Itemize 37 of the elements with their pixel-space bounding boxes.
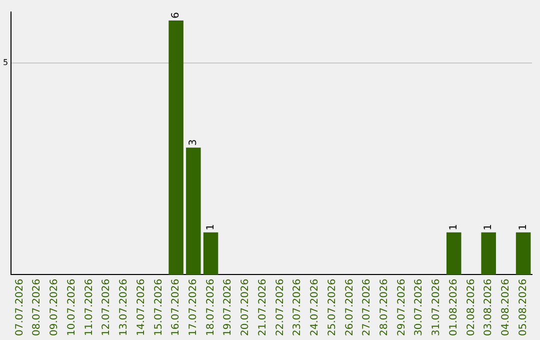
x-tick-label: 16.07.2026 xyxy=(170,278,182,336)
x-tick-label: 22.07.2026 xyxy=(274,278,286,336)
x-tick-label: 31.07.2026 xyxy=(431,278,442,336)
x-tick-label: 02.08.2026 xyxy=(466,278,477,336)
x-tick-label: 07.07.2026 xyxy=(14,278,26,336)
x-tick-label: 27.07.2026 xyxy=(362,278,373,336)
x-tick-label: 09.07.2026 xyxy=(49,278,60,336)
x-tick-label: 30.07.2026 xyxy=(414,278,425,336)
data-label: 1 xyxy=(483,224,494,230)
x-tick-label: 15.07.2026 xyxy=(153,278,164,336)
x-tick-label: 28.07.2026 xyxy=(379,278,390,336)
data-label: 1 xyxy=(448,224,460,230)
x-tick-label: 13.07.2026 xyxy=(118,278,130,336)
x-tick-label: 10.07.2026 xyxy=(66,278,78,336)
x-tick-label: 23.07.2026 xyxy=(292,278,304,336)
x-tick-label: 14.07.2026 xyxy=(136,278,147,336)
x-tick-label: 08.07.2026 xyxy=(32,278,43,336)
data-label: 3 xyxy=(188,139,199,146)
x-tick-label: 04.08.2026 xyxy=(500,278,512,336)
x-tick-label: 12.07.2026 xyxy=(101,278,112,336)
data-label: 1 xyxy=(518,224,529,230)
x-tick-label: 25.07.2026 xyxy=(326,278,338,336)
x-tick-label: 19.07.2026 xyxy=(222,278,234,336)
x-tick-label: 11.07.2026 xyxy=(84,278,95,336)
x-tick-label: 03.08.2026 xyxy=(483,278,494,336)
x-tick-label: 29.07.2026 xyxy=(396,278,408,336)
data-label: 1 xyxy=(205,224,216,230)
x-tick-label: 24.07.2026 xyxy=(310,278,321,336)
x-tick-label: 26.07.2026 xyxy=(344,278,356,336)
x-tick-label: 21.07.2026 xyxy=(257,278,268,336)
x-tick-label: 17.07.2026 xyxy=(188,278,199,336)
y-tick-label: 5 xyxy=(2,58,8,67)
x-tick-label: 01.08.2026 xyxy=(448,278,460,336)
x-tick-label: 18.07.2026 xyxy=(205,278,216,336)
x-tick-label: 05.08.2026 xyxy=(518,278,529,336)
data-label: 6 xyxy=(170,12,182,18)
x-tick-label: 20.07.2026 xyxy=(240,278,252,336)
